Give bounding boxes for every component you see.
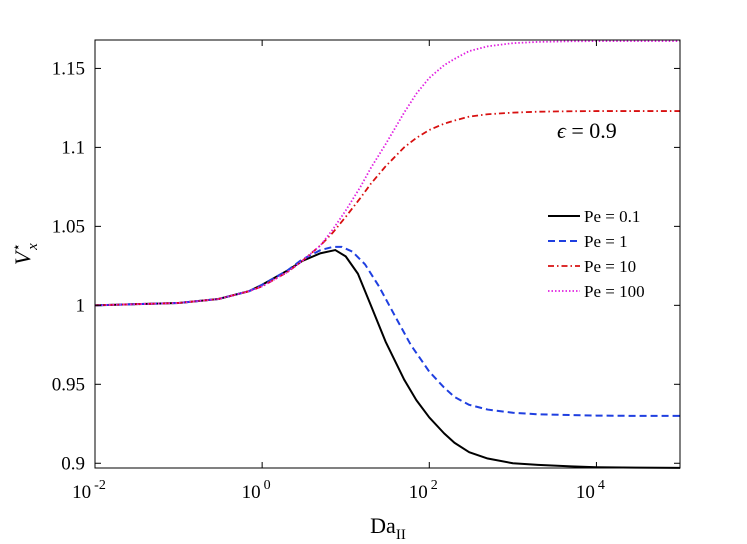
y-tick-label: 1 bbox=[76, 295, 86, 316]
y-tick-label: 1.05 bbox=[52, 216, 85, 237]
y-tick-label: 0.95 bbox=[52, 374, 85, 395]
x-axis-label-sub: II bbox=[396, 527, 406, 543]
series-line-pe-1 bbox=[94, 245, 680, 417]
epsilon-annotation: ϵ = 0.9 bbox=[557, 118, 617, 143]
y-axis-label: V⋆x bbox=[10, 243, 41, 265]
y-axis-label-sub: x bbox=[25, 243, 41, 251]
ticks-layer: 0.9 0.95 1 1.05 1.1 1.15 10 -2 10 0 10 2 10 4 bbox=[52, 40, 680, 503]
plot-background bbox=[95, 40, 680, 468]
x-tick-label: 10 0 bbox=[242, 478, 271, 503]
x-axis-label: DaII bbox=[370, 513, 406, 543]
legend-label: Pe = 100 bbox=[584, 282, 645, 301]
legend-label: Pe = 0.1 bbox=[584, 207, 640, 226]
plot-frame bbox=[94, 39, 681, 469]
epsilon-symbol: ϵ bbox=[557, 118, 567, 143]
series-layer bbox=[94, 40, 681, 469]
x-tick-label: 10 -2 bbox=[72, 478, 106, 503]
y-tick-label: 1.15 bbox=[52, 58, 85, 79]
y-axis-label-main: V bbox=[10, 249, 35, 265]
y-tick-label: 0.9 bbox=[61, 453, 85, 474]
y-tick-label: 1.1 bbox=[61, 137, 85, 158]
legend-label: Pe = 1 bbox=[584, 232, 628, 251]
legend-label: Pe = 10 bbox=[584, 257, 636, 276]
legend: Pe = 0.1 Pe = 1 Pe = 10 Pe = 100 bbox=[548, 207, 645, 301]
y-axis-label-sup: ⋆ bbox=[10, 243, 25, 252]
series-line-pe-10 bbox=[94, 110, 680, 307]
x-tick-label: 10 2 bbox=[409, 478, 438, 503]
epsilon-value: = 0.9 bbox=[566, 118, 617, 143]
svg-text:V⋆x: V⋆x bbox=[10, 243, 41, 265]
x-tick-label: 10 4 bbox=[576, 478, 605, 503]
series-line-pe-0-1 bbox=[94, 249, 681, 469]
x-axis-label-main: Da bbox=[370, 513, 396, 538]
